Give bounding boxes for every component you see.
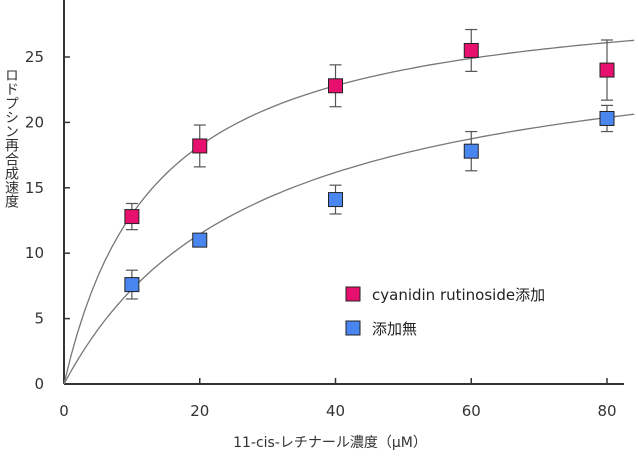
fit-curve [63,39,635,385]
data-point [328,78,343,94]
data-point [124,209,140,225]
x-axis: 0 20 40 60 80 11-cis-レチナール濃度（μM） [59,378,624,451]
fit-curves [63,39,635,385]
data-point [328,192,343,208]
y-tick-label: 10 [25,244,44,262]
legend-swatch [345,286,361,302]
y-tick-label: 25 [25,48,44,66]
y-tick-label: 20 [25,113,44,131]
x-tick-label: 40 [326,402,345,420]
y-axis-label: ロドプシン再合成速度 [3,68,19,208]
data-point [463,42,479,58]
data-point [124,277,140,293]
x-tick-label: 0 [59,402,69,420]
data-point [192,138,208,154]
data-point [599,62,615,78]
legend-label: cyanidin rutinoside添加 [372,286,545,304]
y-tick-label: 5 [34,310,44,328]
x-tick-label: 20 [190,402,209,420]
legend-swatch [345,320,361,336]
x-tick-label: 60 [462,402,481,420]
x-axis-label: 11-cis-レチナール濃度（μM） [233,435,427,451]
legend-label: 添加無 [372,320,417,338]
x-tick-label: 80 [597,402,616,420]
data-point [599,110,615,126]
data-point [463,143,479,159]
data-points [124,28,615,300]
data-point [192,232,208,248]
y-axis: 0 5 10 15 20 25 ロドプシン再合成速度 [3,0,70,393]
y-tick-label: 0 [34,375,44,393]
fit-curve [63,113,635,385]
y-tick-label: 15 [25,179,44,197]
